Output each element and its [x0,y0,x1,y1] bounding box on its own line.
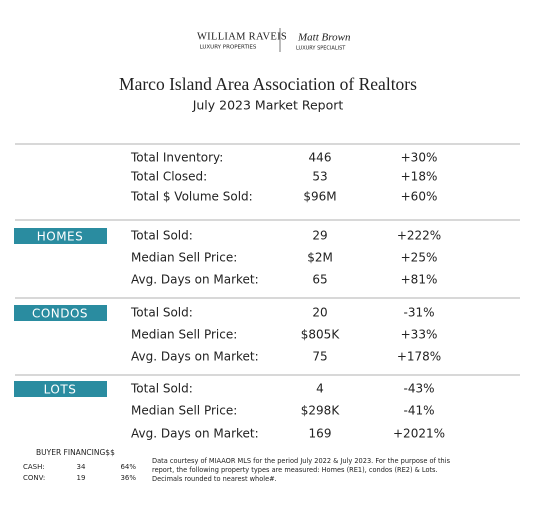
row-label: Total Closed: [130,170,207,184]
row-change: +2021% [393,427,445,441]
row-value: 4 [316,382,324,396]
row-label: Total Sold: [130,229,193,243]
row-value: 75 [312,350,327,364]
row-value: $805K [301,328,341,342]
section-label: LOTS [44,383,77,397]
row-value: 169 [309,427,332,441]
subtitle: July 2023 Market Report [192,98,344,113]
agent-sub: LUXURY SPECIALIST [296,46,346,52]
financing-type: CONV: [23,474,45,482]
row-change: +25% [401,251,438,265]
row-change: -31% [403,306,434,320]
row-change: +33% [401,328,438,342]
section-label-box [14,228,107,244]
financing-share: 36% [120,474,136,482]
agent: Matt Brown [297,32,351,44]
row-change: +81% [401,273,438,287]
row-label: Median Sell Price: [131,251,237,265]
row-label: Median Sell Price: [131,404,237,418]
section-label-box [14,381,107,397]
note-line: report, the following property types are… [152,466,438,474]
row-label: Avg. Days on Market: [131,427,259,441]
financing-share: 64% [120,463,136,471]
row-label: Total $ Volume Sold: [130,190,253,204]
row-label: Total Inventory: [130,151,223,165]
row-value: $298K [301,404,341,418]
financing-type: CASH: [23,463,45,471]
section-label: CONDOS [32,307,88,321]
row-label: Avg. Days on Market: [131,273,259,287]
row-value: 446 [309,151,332,165]
row-change: +178% [397,350,441,364]
row-change: -41% [403,404,434,418]
row-label: Median Sell Price: [131,328,237,342]
section-label: HOMES [37,230,84,244]
financing-title: BUYER FINANCING$$ [36,448,115,457]
brand-sub: LUXURY PROPERTIES [200,45,257,51]
note-line: Decimals rounded to nearest whole#. [152,475,277,483]
row-value: $2M [307,251,333,265]
section-label-box [14,305,107,321]
financing-count: 34 [77,463,86,471]
row-change: +18% [401,170,438,184]
note-line: Data courtesy of MIAAOR MLS for the peri… [152,457,451,465]
row-label: Total Sold: [130,306,193,320]
row-value: 65 [312,273,327,287]
financing-count: 19 [77,474,86,482]
row-change: -43% [403,382,434,396]
brand: WILLIAM RAVEIS [197,31,287,42]
row-label: Avg. Days on Market: [131,350,259,364]
row-value: 29 [312,229,327,243]
row-value: $96M [303,190,336,204]
title: Marco Island Area Association of Realtor… [119,74,417,94]
row-change: +222% [397,229,441,243]
row-change: +30% [401,151,438,165]
row-value: 20 [312,306,327,320]
row-label: Total Sold: [130,382,193,396]
row-value: 53 [312,170,327,184]
row-change: +60% [401,190,438,204]
